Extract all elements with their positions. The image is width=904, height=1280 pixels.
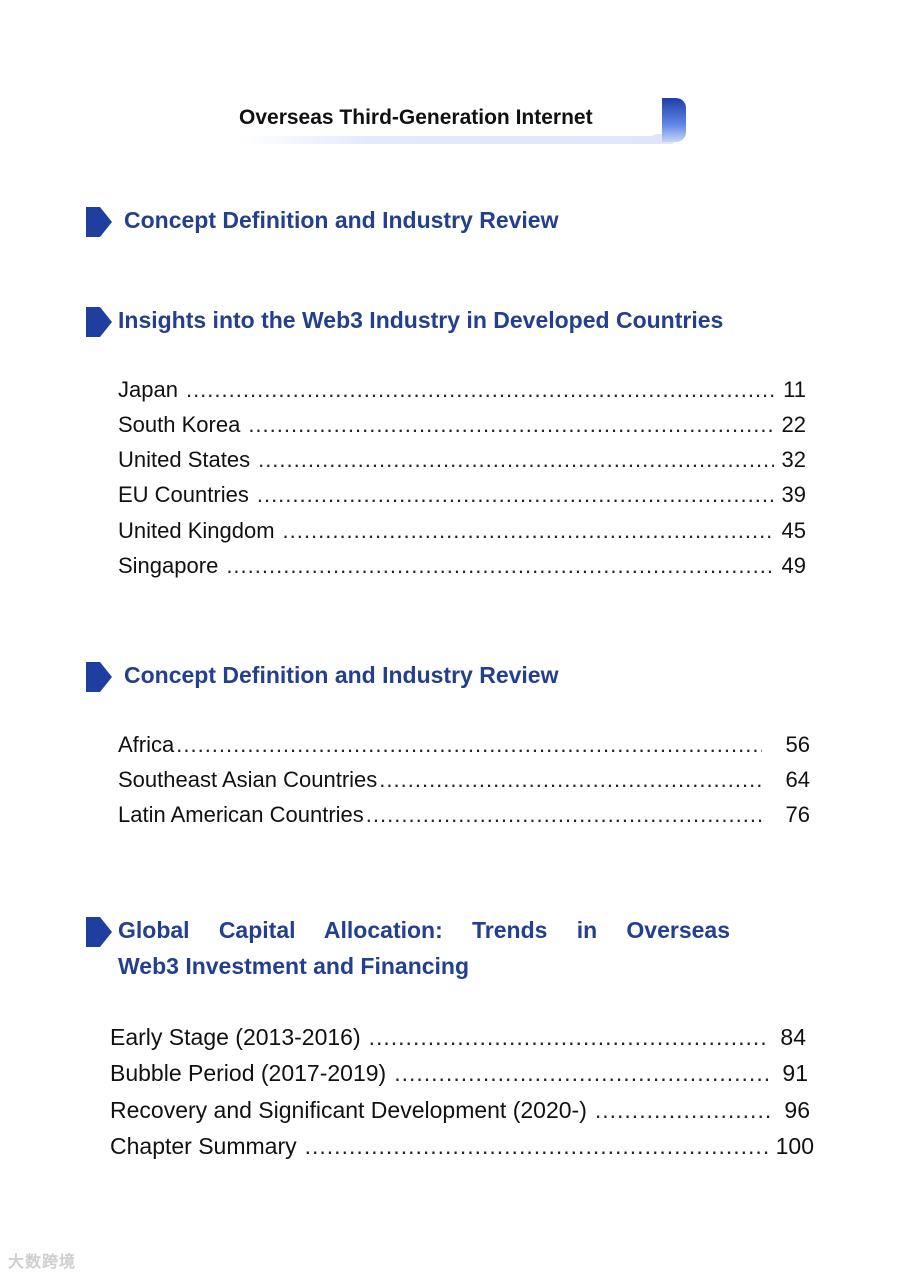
- toc-leader-dots: [394, 1060, 770, 1087]
- toc-leader-dots: [283, 518, 774, 544]
- toc-entry-label: Singapore: [118, 553, 219, 578]
- document-title-banner: Overseas Third-Generation Internet: [232, 98, 686, 144]
- arrow-bookmark-icon: [86, 207, 112, 237]
- toc-entry-label: South Korea: [118, 412, 241, 437]
- arrow-bookmark-icon: [86, 917, 112, 947]
- toc-entry-label: Bubble Period (2017-2019): [110, 1060, 387, 1086]
- toc-entry-page: 45: [781, 518, 806, 543]
- toc-leader-dots: [186, 377, 775, 403]
- toc-entry[interactable]: United States 32: [118, 447, 806, 473]
- toc-entry-page: 84: [780, 1024, 806, 1050]
- toc-leader-dots: [379, 767, 761, 793]
- title-banner-tab: [662, 98, 686, 142]
- toc-entry-page: 100: [775, 1133, 814, 1159]
- toc-leader-dots: [305, 1133, 772, 1160]
- toc-entry-label: United States: [118, 447, 251, 472]
- toc-entry-page: 39: [781, 482, 806, 507]
- toc-leader-dots: [226, 553, 773, 579]
- toc-entry[interactable]: Singapore 49: [118, 553, 806, 579]
- section-heading[interactable]: Concept Definition and Industry Review: [124, 207, 559, 233]
- toc-entry-label: EU Countries: [118, 482, 249, 507]
- toc-leader-dots: [248, 412, 773, 438]
- toc-entry[interactable]: Latin American Countries 76: [118, 802, 810, 828]
- section-heading[interactable]: Insights into the Web3 Industry in Devel…: [118, 307, 724, 333]
- toc-entry-page: 49: [781, 553, 806, 578]
- toc-leader-dots: [595, 1097, 773, 1124]
- toc-leader-dots: [366, 802, 762, 828]
- section-heading[interactable]: Concept Definition and Industry Review: [124, 662, 559, 688]
- toc-entry[interactable]: United Kingdom 45: [118, 518, 806, 544]
- arrow-bookmark-icon: [86, 662, 112, 692]
- toc-entry-label: Chapter Summary: [110, 1133, 297, 1159]
- toc-leader-dots: [258, 447, 773, 473]
- toc-entry-page: 11: [783, 377, 806, 402]
- toc-entry-label: Africa: [118, 732, 175, 757]
- toc-entry[interactable]: Recovery and Significant Development (20…: [110, 1097, 810, 1124]
- toc-entry-label: Southeast Asian Countries: [118, 767, 378, 792]
- toc-entry-page: 56: [785, 732, 810, 757]
- toc-entry[interactable]: Chapter Summary 100: [110, 1133, 814, 1160]
- toc-leader-dots: [176, 732, 761, 758]
- section-heading-line1[interactable]: Global Capital Allocation: Trends in Ove…: [118, 917, 730, 943]
- toc-entry[interactable]: Africa 56: [118, 732, 810, 758]
- toc-leader-dots: [369, 1024, 769, 1051]
- toc-entry[interactable]: EU Countries 39: [118, 482, 806, 508]
- arrow-bookmark-icon: [86, 307, 112, 337]
- toc-entry-label: United Kingdom: [118, 518, 275, 543]
- toc-entry[interactable]: Japan 11: [118, 377, 806, 403]
- toc-entry-label: Recovery and Significant Development (20…: [110, 1097, 587, 1123]
- document-title: Overseas Third-Generation Internet: [239, 106, 593, 129]
- watermark-logo: 大数跨境: [8, 1254, 77, 1271]
- toc-entry-page: 96: [784, 1097, 810, 1123]
- toc-entry-label: Japan: [118, 377, 178, 402]
- toc-entry[interactable]: Bubble Period (2017-2019) 91: [110, 1060, 808, 1087]
- title-banner-shadow: [238, 134, 678, 144]
- toc-entry[interactable]: South Korea 22: [118, 412, 806, 438]
- toc-entry-page: 64: [785, 767, 810, 792]
- toc-entry-page: 76: [785, 802, 810, 827]
- toc-entry-label: Early Stage (2013-2016): [110, 1024, 361, 1050]
- toc-entry[interactable]: Early Stage (2013-2016) 84: [110, 1024, 806, 1051]
- title-banner-body: [232, 98, 660, 136]
- toc-entry[interactable]: Southeast Asian Countries 64: [118, 767, 810, 793]
- toc-entry-page: 32: [781, 447, 806, 472]
- toc-entry-page: 91: [782, 1060, 808, 1086]
- section-heading-line2[interactable]: Web3 Investment and Financing: [118, 953, 470, 979]
- toc-leader-dots: [257, 482, 774, 508]
- toc-entry-page: 22: [781, 412, 806, 437]
- toc-entry-label: Latin American Countries: [118, 802, 364, 827]
